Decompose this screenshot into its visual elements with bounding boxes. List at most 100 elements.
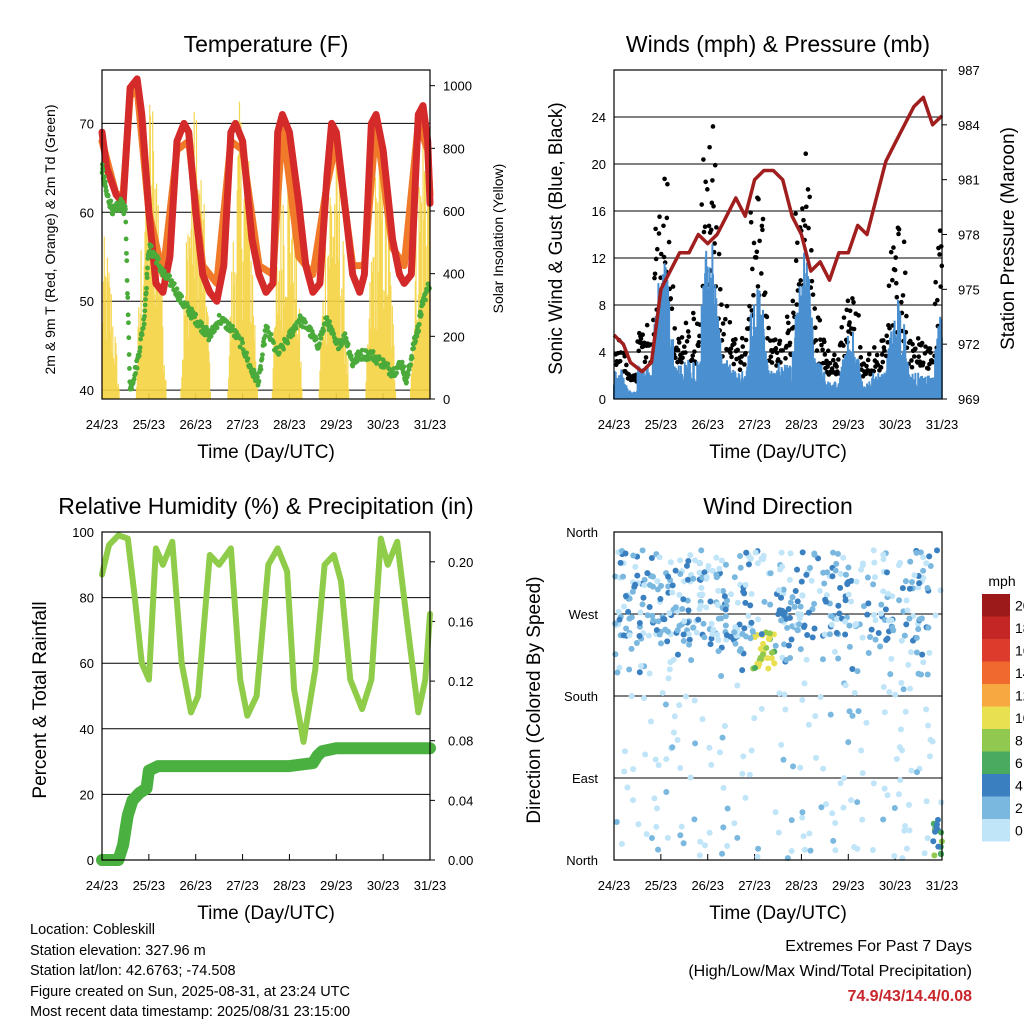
direction-point: [749, 628, 756, 635]
direction-point: [656, 631, 663, 638]
direction-point: [869, 846, 876, 853]
gust-point: [672, 326, 678, 331]
direction-point: [629, 797, 636, 804]
dewpoint-point: [179, 293, 185, 299]
direction-point: [739, 770, 746, 777]
dewpoint-point: [174, 286, 180, 292]
dewpoint-point: [240, 340, 245, 346]
direction-point: [706, 829, 713, 836]
direction-point: [812, 713, 819, 720]
direction-point: [708, 620, 715, 627]
direction-point: [682, 693, 689, 700]
dewpoint-point: [420, 301, 426, 307]
direction-point: [902, 708, 909, 715]
direction-point: [691, 697, 698, 704]
gust-point: [882, 348, 887, 353]
direction-point: [708, 761, 715, 768]
direction-point: [781, 609, 788, 616]
direction-point: [927, 736, 934, 743]
dewpoint-point: [342, 331, 348, 337]
direction-point: [701, 569, 708, 576]
direction-point: [880, 816, 887, 823]
gust-point: [709, 200, 715, 206]
direction-point: [924, 671, 931, 678]
panel-title: Relative Humidity (%) & Precipitation (i…: [58, 493, 473, 519]
direction-point: [826, 631, 833, 638]
gust-point: [928, 350, 933, 355]
gust-point: [783, 356, 788, 361]
direction-point: [677, 765, 684, 772]
y2-tick-label: 972: [958, 337, 980, 352]
direction-point: [837, 570, 844, 577]
gust-point: [657, 214, 662, 220]
direction-point: [669, 589, 676, 596]
direction-point: [923, 560, 930, 567]
direction-point: [829, 810, 836, 817]
direction-point: [813, 754, 820, 761]
gust-point: [802, 223, 808, 228]
direction-point: [829, 573, 836, 580]
x-tick-label: 28/23: [273, 417, 306, 432]
dewpoint-point: [409, 355, 415, 361]
gust-point: [933, 279, 938, 285]
gust-point: [640, 344, 646, 349]
direction-point: [837, 584, 844, 591]
dewpoint-point: [416, 328, 422, 334]
gust-point: [800, 206, 805, 211]
gust-point: [724, 303, 730, 309]
gust-point: [751, 292, 756, 298]
dewpoint-point: [262, 342, 267, 347]
direction-point: [794, 627, 801, 634]
gust-point: [750, 266, 755, 272]
dewpoint-point: [144, 271, 150, 277]
extremes-box: Extremes For Past 7 Days (High/Low/Max W…: [688, 934, 972, 1009]
direction-point: [934, 816, 941, 823]
direction-point: [710, 626, 717, 633]
gust-point: [728, 346, 734, 351]
direction-point: [891, 804, 898, 811]
direction-point: [883, 569, 890, 576]
dewpoint-point: [124, 258, 130, 264]
direction-point: [700, 620, 707, 627]
direction-point: [690, 575, 697, 582]
direction-point: [901, 632, 908, 639]
gust-point: [920, 360, 926, 366]
direction-point: [731, 629, 738, 636]
dewpoint-point: [136, 353, 142, 359]
direction-point: [883, 637, 890, 644]
direction-point: [677, 557, 684, 564]
direction-point: [764, 655, 771, 662]
direction-point: [646, 582, 653, 589]
gust-point: [743, 350, 748, 356]
direction-point: [851, 844, 858, 851]
dewpoint-point: [259, 356, 265, 362]
direction-point: [888, 655, 895, 662]
y-tick-label: 12: [592, 251, 606, 266]
x-tick-label: 25/23: [133, 878, 166, 893]
direction-point: [685, 631, 692, 638]
direction-point: [677, 832, 684, 839]
dewpoint-point: [258, 367, 264, 372]
direction-point: [667, 559, 674, 566]
gust-point: [887, 325, 892, 331]
x-tick-label: 29/23: [320, 417, 353, 432]
direction-point: [836, 610, 843, 617]
dewpoint-point: [126, 335, 132, 341]
y-tick-label: 20: [80, 787, 94, 802]
gust-point: [690, 353, 696, 358]
direction-point: [923, 798, 930, 805]
dewpoint-point: [268, 331, 274, 337]
plot-frame: [613, 69, 943, 400]
direction-point: [632, 563, 639, 570]
direction-point: [664, 638, 671, 645]
direction-point: [634, 572, 641, 579]
gust-point: [896, 227, 902, 232]
direction-point: [800, 833, 807, 840]
direction-point: [767, 570, 774, 577]
gust-point: [866, 351, 872, 357]
direction-point: [889, 624, 896, 631]
direction-point: [827, 711, 834, 718]
direction-point: [787, 550, 794, 557]
dewpoint-point: [265, 325, 271, 330]
dewpoint-point: [413, 338, 419, 344]
